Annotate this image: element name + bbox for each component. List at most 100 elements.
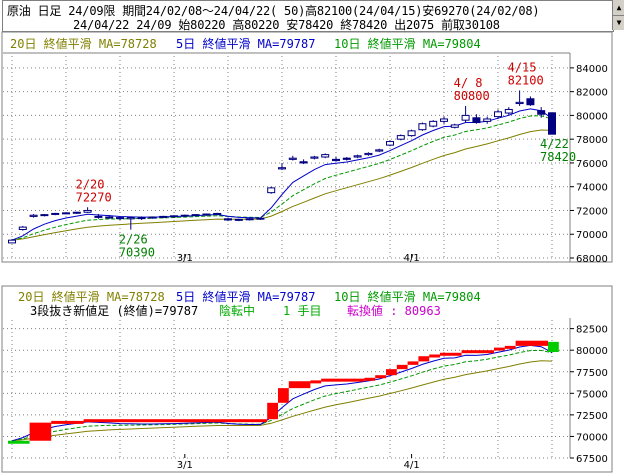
candle-body-up <box>202 213 211 216</box>
candle-body-up <box>288 157 297 160</box>
candle-body-up <box>83 209 92 213</box>
y-tick-label: 75000 <box>576 389 608 400</box>
candle-body-up <box>407 130 416 137</box>
y-tick-label: 67500 <box>576 454 608 465</box>
annotation-date: 2/26 <box>119 233 148 247</box>
candle-body-up <box>353 155 362 158</box>
candle-body-up <box>137 217 146 220</box>
candle-body-up <box>245 218 254 221</box>
break-brick <box>375 375 386 379</box>
candle-body-up <box>396 135 405 140</box>
y-tick-label: 82500 <box>576 325 608 336</box>
candle-body-up <box>504 108 513 114</box>
candle-body-down <box>299 161 308 164</box>
candle-body-down <box>116 217 124 220</box>
candle-body-up <box>267 187 276 194</box>
y-tick-label: 82000 <box>576 88 608 99</box>
candle-body-up <box>180 214 189 217</box>
candle-body-up <box>234 218 243 221</box>
lower-subtitle-main: 3段抜き新値足 (終値)=79787 <box>30 303 198 318</box>
header-scrollbar[interactable]: ▲ ▼ <box>612 0 624 30</box>
ma20-line <box>11 129 553 241</box>
break-brick <box>407 361 419 365</box>
lower-legend-ma20: 20日 終値平滑 MA=78728 <box>18 289 165 304</box>
break-brick <box>288 381 311 389</box>
candle-body-up <box>29 214 38 217</box>
annotation-date: 4/ 8 <box>454 76 483 90</box>
break-brick <box>321 378 365 382</box>
candle-body-up <box>170 215 178 218</box>
y-tick-label: 78000 <box>576 135 608 146</box>
candle-body-up <box>494 111 502 118</box>
annotation-date: 4/22 <box>540 137 569 151</box>
break-brick <box>504 345 516 349</box>
legend-ma20: 20日 終値平滑 MA=78728 <box>10 36 157 51</box>
candle-body-down <box>332 158 340 162</box>
candle-body-down <box>224 218 232 221</box>
candle-body-up <box>18 226 27 230</box>
scroll-up-icon[interactable]: ▲ <box>613 0 624 16</box>
break-brick <box>8 440 30 444</box>
candle-body-up <box>375 149 384 152</box>
candle-body-up <box>386 141 394 146</box>
break-brick <box>29 422 52 441</box>
candle-body-up <box>8 239 16 244</box>
candle-body-up <box>213 212 222 215</box>
lower-panel: 67500 70000 72500 75000 77500 80000 82500 3/1 4… <box>1 285 613 473</box>
y-tick-label: 80000 <box>576 111 608 122</box>
lower-legend-ma5: 5日 終値平滑 MA=79787 <box>176 289 315 304</box>
break-brick <box>494 347 505 351</box>
candle-body-up <box>461 114 470 121</box>
candle-body-up <box>191 214 200 217</box>
lower-subtitle-count: 1 手目 <box>283 304 321 318</box>
candle-body-up <box>310 156 319 159</box>
candle-body-down <box>548 112 556 135</box>
break-brick <box>515 340 548 346</box>
lower-subtitle-reversal: 転換値 : 80963 <box>347 303 441 318</box>
break-brick <box>396 364 408 370</box>
lower-subtitle-status: 陰転中 <box>219 303 255 318</box>
candle-body-up <box>278 167 286 170</box>
candle-body-up <box>148 216 157 219</box>
annotation-price: 72270 <box>76 190 112 204</box>
ma10-line <box>11 115 553 241</box>
y-tick-label: 70000 <box>576 432 608 443</box>
ma10-line <box>11 349 553 442</box>
candle-body-up <box>429 120 438 127</box>
y-tick-label: 68000 <box>576 254 608 265</box>
candle-body-up <box>72 211 81 214</box>
annotation-date: 2/20 <box>76 177 105 191</box>
candle-body-up <box>418 123 427 131</box>
candle-body-up <box>450 124 459 128</box>
header-summary-line: 原油 日足 24/09限 期間24/02/08～24/04/22( 50)高82… <box>7 4 540 18</box>
candle-body-up <box>51 212 60 215</box>
break-brick <box>386 369 397 376</box>
candle-body-up <box>256 217 265 220</box>
ma5-line <box>11 108 553 241</box>
candle-body-up <box>440 118 448 122</box>
candle-body-down <box>342 157 351 160</box>
y-tick-label: 76000 <box>576 159 608 170</box>
break-brick <box>440 352 462 356</box>
break-brick <box>548 341 559 353</box>
annotation-price: 82100 <box>508 73 544 87</box>
break-brick <box>418 356 430 362</box>
annotation-price: 70390 <box>119 246 155 260</box>
candle-body-up <box>159 215 168 218</box>
candle-body-down <box>537 110 546 115</box>
candle-body-up <box>515 101 524 105</box>
scroll-down-icon[interactable]: ▼ <box>616 18 622 27</box>
break-brick <box>267 402 278 420</box>
candle-body-down <box>472 117 481 124</box>
ma20-line <box>11 360 553 442</box>
y-tick-label: 84000 <box>576 64 608 75</box>
y-tick-label: 72500 <box>576 411 608 422</box>
candle-body-up <box>40 214 49 217</box>
candle-body-up <box>62 212 70 215</box>
y-tick-label: 72000 <box>576 206 608 217</box>
candle-body-up <box>105 216 114 219</box>
break-brick <box>51 420 84 424</box>
break-brick <box>364 377 376 381</box>
candle-body-up <box>321 154 330 158</box>
